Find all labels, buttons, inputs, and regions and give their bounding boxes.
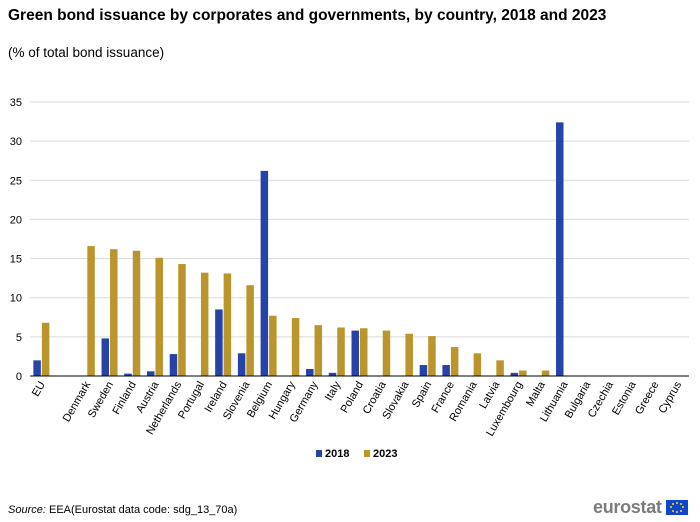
bar-2023-slovenia <box>246 285 254 376</box>
bar-2018-finland <box>124 373 132 376</box>
y-tick-label: 25 <box>10 175 22 187</box>
legend-label-2023: 2023 <box>373 448 397 460</box>
bar-2023-germany <box>314 325 323 376</box>
bar-2023-sweden <box>110 249 118 376</box>
logo-text: eurostat <box>593 496 662 517</box>
bar-2023-croatia <box>382 330 391 376</box>
bar-2023-hungary <box>291 318 300 376</box>
y-tick-label: 5 <box>16 332 22 344</box>
bar-2018-lithuania <box>556 122 564 377</box>
bar-2023-italy <box>337 327 345 376</box>
eurostat-logo: eurostat <box>593 497 688 517</box>
y-tick-label: 15 <box>10 254 22 266</box>
source-label: Source: <box>8 504 46 516</box>
bar-2023-malta <box>541 370 550 376</box>
bar-2018-poland <box>351 330 359 376</box>
bar-2018-slovenia <box>237 353 246 376</box>
bar-2018-ireland <box>215 309 223 376</box>
y-tick-label: 30 <box>10 136 22 148</box>
bar-2018-germany <box>306 368 314 376</box>
chart-subtitle: (% of total bond issuance) <box>8 45 165 60</box>
y-tick-label: 20 <box>10 214 22 226</box>
bar-2018-belgium <box>260 170 269 376</box>
bar-2023-ireland <box>223 273 232 376</box>
bar-2018-france <box>442 365 450 376</box>
y-tick-label: 35 <box>10 97 22 109</box>
bar-2023-portugal <box>200 272 209 376</box>
bar-2023-netherlands <box>178 264 186 376</box>
source-note: Source: EEA(Eurostat data code: sdg_13_7… <box>8 504 237 516</box>
bar-2023-latvia <box>496 360 504 376</box>
bar-2023-spain <box>428 336 436 376</box>
chart-title: Green bond issuance by corporates and go… <box>8 7 607 24</box>
x-tick-label: Denmark <box>61 379 94 424</box>
bar-2018-spain <box>419 365 428 376</box>
legend-swatch-2018 <box>316 450 322 457</box>
bar-2023-poland <box>360 328 368 376</box>
bar-2018-sweden <box>101 338 110 376</box>
x-tick-label: Cyprus <box>656 379 684 416</box>
bar-2018-netherlands <box>169 354 178 376</box>
x-tick-label: Malta <box>524 379 548 409</box>
x-tick-label: EU <box>30 379 48 398</box>
bar-2023-slovakia <box>405 333 413 376</box>
bar-2018-austria <box>146 371 155 376</box>
bar-2023-denmark <box>87 246 95 376</box>
bar-2023-eu <box>41 322 50 376</box>
bar-2023-belgium <box>269 315 277 376</box>
legend-label-2018: 2018 <box>325 448 349 460</box>
y-tick-label: 0 <box>16 371 22 383</box>
source-text: EEA(Eurostat data code: sdg_13_70a) <box>45 504 238 516</box>
bar-2023-romania <box>473 353 482 376</box>
bar-2018-luxembourg <box>510 372 519 376</box>
x-tick-label: Italy <box>323 379 344 403</box>
bar-2023-luxembourg <box>519 370 527 376</box>
bar-2023-france <box>450 347 459 376</box>
eu-flag-icon <box>665 499 688 515</box>
bar-2023-finland <box>132 250 141 376</box>
bar-2023-austria <box>155 257 163 376</box>
bar-2018-eu <box>33 360 41 376</box>
legend-swatch-2023 <box>364 450 370 457</box>
bar-2018-italy <box>328 372 337 376</box>
y-tick-label: 10 <box>10 293 22 305</box>
